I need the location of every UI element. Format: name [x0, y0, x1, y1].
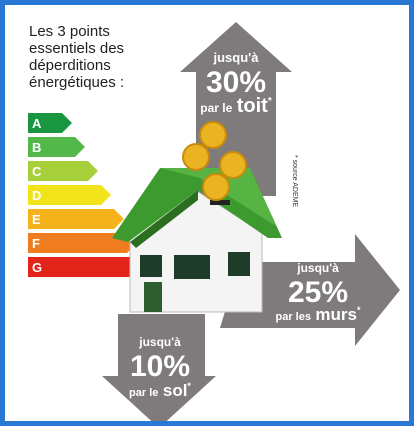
arrow-prefix: jusqu'à [296, 261, 339, 275]
source-note: * source ADEME [291, 155, 298, 207]
arrow-prefix: jusqu'à [138, 335, 181, 349]
arrow-value: 10% [130, 350, 190, 383]
title: Les 3 points essentiels des déperditions… [29, 23, 179, 91]
arrow-lead: par le [129, 387, 158, 399]
energy-class: C [32, 164, 42, 179]
energy-class: B [32, 140, 41, 155]
arrow-prefix: jusqu'à [213, 50, 260, 65]
energy-bar [28, 209, 124, 229]
arrow-lead: par les [275, 311, 310, 323]
arrow-mark: * [268, 96, 272, 107]
arrow-mark: * [187, 381, 191, 391]
arrow-word: murs [315, 305, 357, 324]
energy-class: F [32, 236, 40, 251]
energy-class: E [32, 212, 41, 227]
energy-class: D [32, 188, 41, 203]
energy-class: A [32, 116, 42, 131]
infographic: ABCDEFG jusqu'à 30% par le toit* * sourc… [0, 0, 414, 426]
house [112, 168, 282, 312]
energy-class: G [32, 260, 42, 275]
arrow-word: sol [163, 381, 188, 400]
arrow-mark: * [357, 305, 361, 315]
arrow-lead: par le [200, 101, 232, 115]
arrow-word: toit [237, 95, 268, 117]
